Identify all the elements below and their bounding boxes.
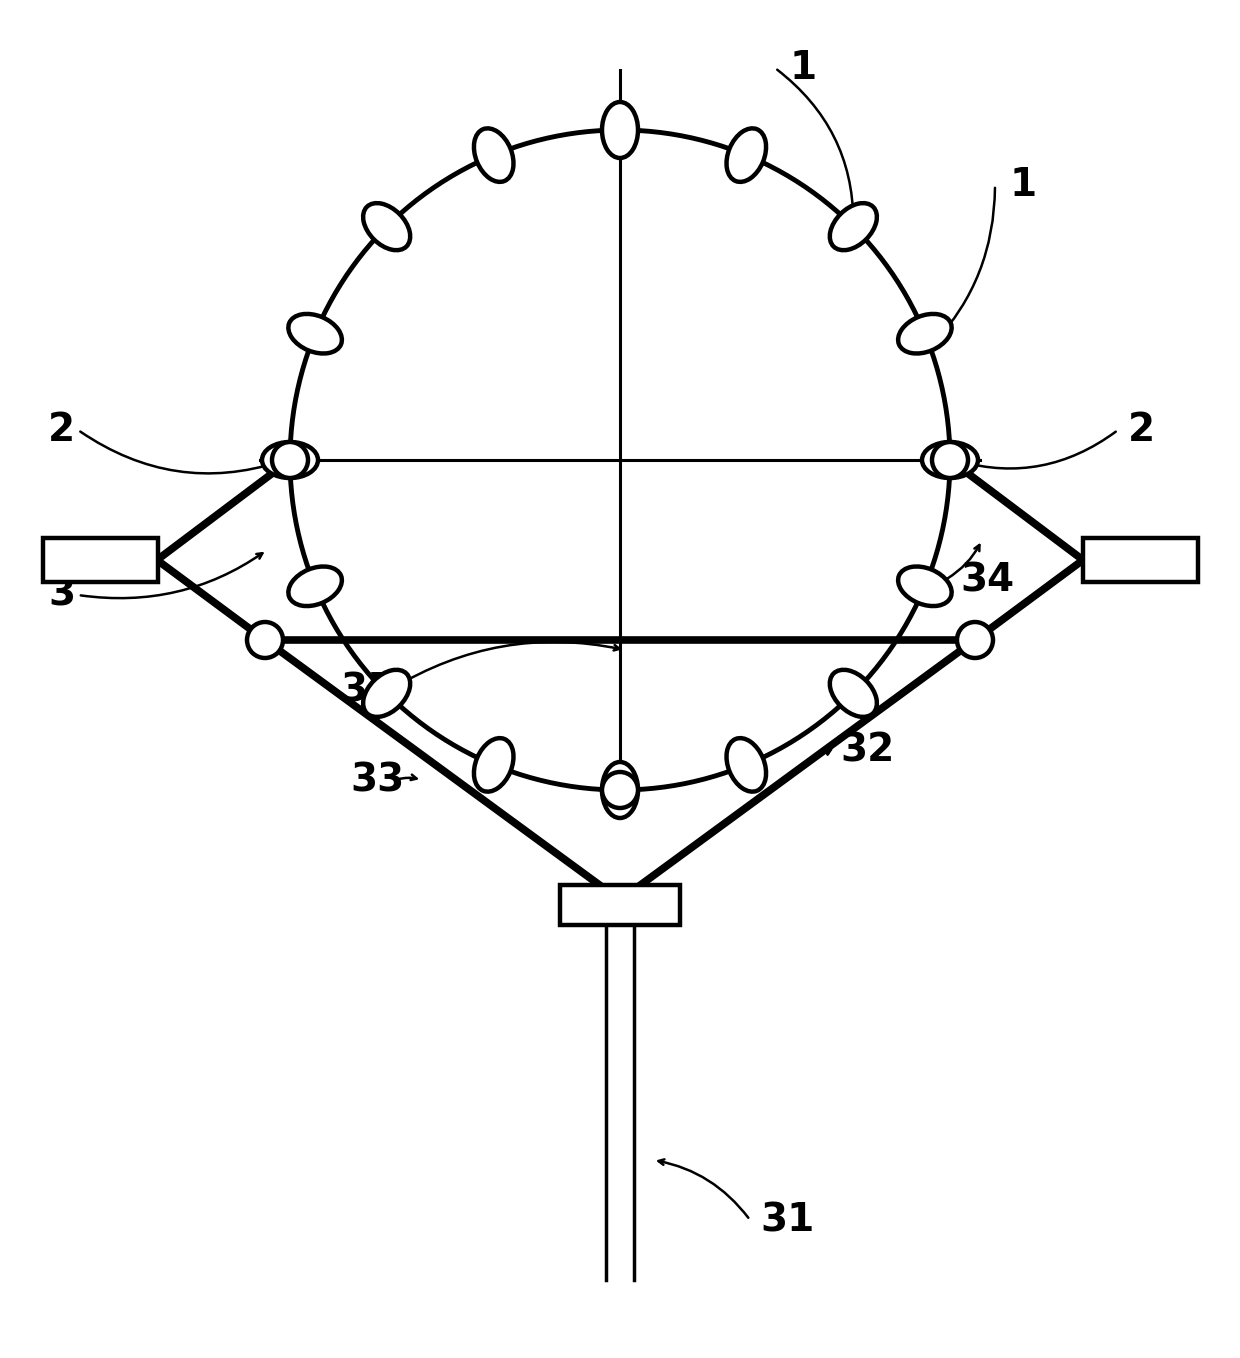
Ellipse shape <box>601 102 639 158</box>
Bar <box>560 885 680 925</box>
Text: 33: 33 <box>350 760 404 799</box>
Text: 34: 34 <box>960 561 1014 599</box>
Ellipse shape <box>289 566 342 606</box>
Circle shape <box>932 441 968 478</box>
Ellipse shape <box>830 204 877 250</box>
Circle shape <box>247 622 283 659</box>
Circle shape <box>272 441 308 478</box>
Text: 3: 3 <box>48 576 76 614</box>
Text: 2: 2 <box>48 411 76 449</box>
Circle shape <box>957 622 993 659</box>
Bar <box>43 538 157 583</box>
Ellipse shape <box>923 441 978 478</box>
Text: 31: 31 <box>760 1200 815 1238</box>
Ellipse shape <box>898 314 951 353</box>
Ellipse shape <box>262 441 317 478</box>
Ellipse shape <box>830 669 877 717</box>
Ellipse shape <box>898 566 951 606</box>
Ellipse shape <box>363 204 410 250</box>
Ellipse shape <box>363 669 410 717</box>
Ellipse shape <box>289 314 342 353</box>
Ellipse shape <box>474 739 513 792</box>
Ellipse shape <box>474 129 513 182</box>
Text: 1: 1 <box>1011 166 1037 204</box>
Text: 35: 35 <box>340 671 394 709</box>
Ellipse shape <box>727 129 766 182</box>
Text: 1: 1 <box>790 49 817 87</box>
Circle shape <box>601 771 639 808</box>
Bar <box>1083 538 1198 583</box>
Text: 2: 2 <box>1128 411 1156 449</box>
Ellipse shape <box>601 762 639 818</box>
Ellipse shape <box>727 739 766 792</box>
Text: 32: 32 <box>839 731 894 769</box>
